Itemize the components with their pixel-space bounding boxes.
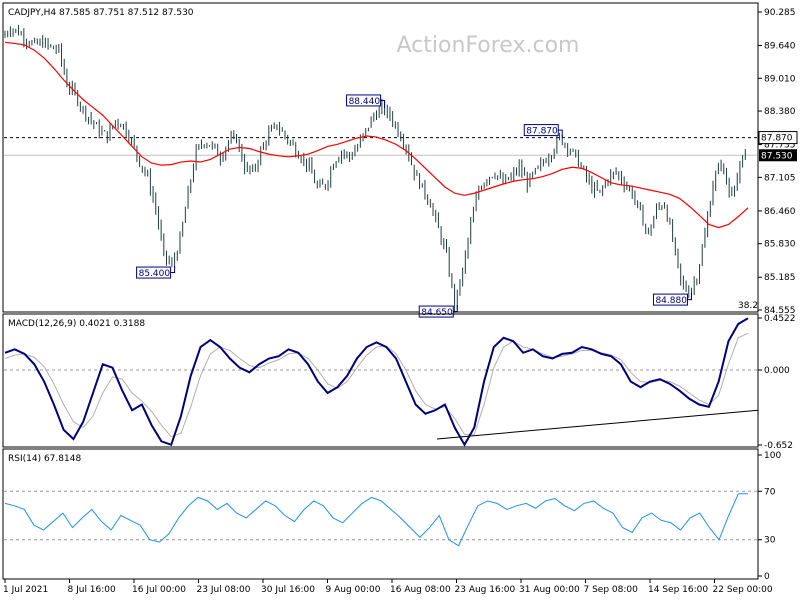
annotation-leader bbox=[380, 99, 386, 108]
macd-line bbox=[4, 317, 749, 447]
macd-panel-title: MACD(12,26,9) 0.4021 0.3188 bbox=[8, 319, 145, 329]
annotation-label: 85.400 bbox=[139, 269, 171, 279]
rsi-tick-label: 0 bbox=[764, 572, 770, 582]
price-tick-label: 87.105 bbox=[764, 173, 796, 183]
time-tick-label: 31 Aug 00:00 bbox=[519, 585, 580, 595]
time-tick-label: 14 Sep 16:00 bbox=[648, 585, 708, 595]
moving-average-line bbox=[4, 41, 749, 229]
rsi-tick-label: 30 bbox=[764, 536, 776, 546]
time-tick-label: 23 Jul 08:00 bbox=[197, 585, 251, 595]
watermark: ActionForex.com bbox=[397, 33, 580, 58]
macd-panel-frame bbox=[2, 313, 759, 448]
price-tick-label: 89.010 bbox=[764, 74, 796, 84]
time-axis: 1 Jul 2021 8 Jul 16:00 16 Jul 00:00 23 Jul … bbox=[3, 579, 773, 595]
price-panel-title: CADJPY,H4 87.585 87.751 87.512 87.530 bbox=[8, 8, 194, 18]
rsi-tick-label: 100 bbox=[764, 451, 781, 461]
annotation-label: 88.440 bbox=[349, 97, 381, 107]
macd-signal-line bbox=[4, 332, 749, 438]
macd-panel: MACD(12,26,9) 0.4021 0.3188 0.4522 0.000 -… bbox=[2, 313, 796, 451]
rsi-panel: RSI(14) 67.8148 100 70 30 0 bbox=[2, 448, 781, 582]
time-tick-label: 16 Aug 08:00 bbox=[390, 585, 451, 595]
rsi-panel-title: RSI(14) 67.8148 bbox=[8, 454, 81, 464]
time-tick-label: 8 Jul 16:00 bbox=[68, 585, 117, 595]
price-tick-label: 90.285 bbox=[764, 8, 796, 18]
time-tick-label: 22 Sep 00:00 bbox=[713, 585, 773, 595]
annotation-leader bbox=[453, 305, 458, 313]
annotation-leader bbox=[687, 293, 692, 301]
annotation-box bbox=[652, 293, 688, 306]
reference-level-box bbox=[758, 131, 798, 145]
annotation-label: 84.880 bbox=[655, 296, 687, 306]
annotation-box bbox=[346, 94, 382, 107]
time-tick-label: 23 Aug 16:00 bbox=[455, 585, 516, 595]
price-panel: ActionForex.com CADJPY,H4 87.585 87.751 … bbox=[2, 2, 798, 318]
time-tick-label: 16 Jul 00:00 bbox=[132, 585, 186, 595]
annotation-leader bbox=[558, 129, 563, 138]
price-panel-frame bbox=[2, 2, 759, 313]
price-tick-label: 86.460 bbox=[764, 207, 796, 217]
macd-tick-label: 0.4522 bbox=[764, 314, 796, 324]
macd-trendline bbox=[436, 409, 759, 440]
price-tick-label: 85.830 bbox=[764, 240, 796, 250]
macd-tick-label: 0.000 bbox=[764, 366, 790, 376]
annotation-box bbox=[523, 124, 559, 137]
rsi-tick-label: 70 bbox=[764, 487, 776, 497]
last-close-label: 87.530 bbox=[761, 151, 793, 161]
price-tick-label: 87.735 bbox=[764, 141, 796, 151]
annotation-box bbox=[136, 266, 172, 279]
annotation-box bbox=[418, 305, 454, 318]
rsi-line bbox=[4, 493, 748, 547]
macd-tick-label: -0.652 bbox=[764, 441, 793, 451]
time-tick-label: 1 Jul 2021 bbox=[3, 585, 48, 595]
annotation-label: 84.650 bbox=[421, 308, 453, 318]
time-tick-label: 9 Aug 00:00 bbox=[326, 585, 381, 595]
annotation-label: 87.870 bbox=[526, 127, 558, 137]
price-tick-label: 84.555 bbox=[764, 306, 796, 316]
annotation-leader bbox=[170, 266, 176, 274]
time-tick-label: 30 Jul 16:00 bbox=[261, 585, 315, 595]
price-tick-label: 85.185 bbox=[764, 273, 796, 283]
corner-note: 38.2 bbox=[738, 301, 758, 311]
time-tick-label: 7 Sep 08:00 bbox=[584, 585, 639, 595]
rsi-panel-frame bbox=[2, 448, 759, 580]
last-close-marker bbox=[759, 149, 797, 162]
price-tick-label: 88.380 bbox=[764, 107, 796, 117]
price-tick-label: 89.640 bbox=[764, 42, 796, 52]
reference-level-label: 87.870 bbox=[761, 134, 793, 144]
